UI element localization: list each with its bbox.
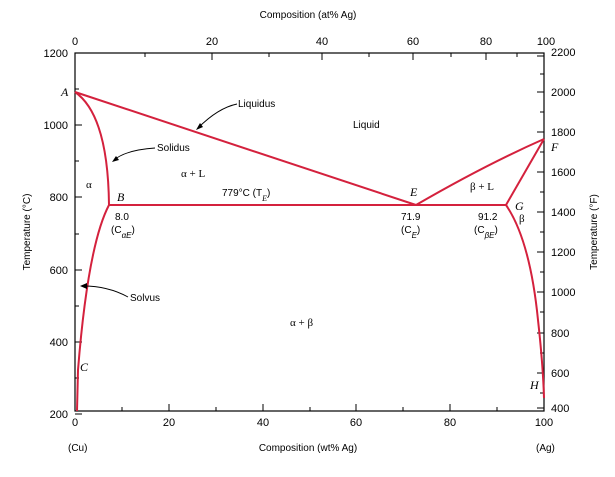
bottom-tick-label: 20 [163,417,175,429]
left-tick-label: 400 [50,337,68,349]
leader-arrowheads [80,123,203,289]
top-tick-label: 40 [316,36,328,48]
region-liquid-label: Liquid [353,120,380,131]
bottom-tick-label: 40 [257,417,269,429]
point-h-label: H [529,378,540,392]
right-tick-label: 1400 [551,207,575,219]
eutectic-temperature-label: 779°C (TE) [222,188,270,203]
liquidus-left-line [74,91,417,206]
top-tick-label: 20 [206,36,218,48]
top-tick-label: 100 [537,36,555,48]
solvus-left-curve [76,204,110,412]
top-axis-ticks [74,53,545,60]
bottom-tick-label: 80 [444,417,456,429]
solvus-right-curve [505,204,545,399]
ag-end-label: (Ag) [536,443,555,454]
point-e-label: E [409,185,418,199]
point-b-label: B [117,190,125,204]
left-tick-label: 1000 [44,120,68,132]
left-tick-label: 1200 [44,48,68,60]
e-composition-value: 71.9 [401,212,421,223]
right-tick-label: 1800 [551,127,575,139]
right-tick-label: 1000 [551,287,575,299]
right-tick-label: 1200 [551,247,575,259]
region-alpha-liquid-label: α + L [181,168,205,180]
solidus-left-curve [74,91,110,206]
right-axis-ticks [537,55,544,409]
top-tick-label: 0 [72,36,78,48]
solidus-label: Solidus [157,143,190,154]
b-composition-symbol: (CαE) [111,225,135,240]
point-c-label: C [80,360,89,374]
point-f-label: F [550,140,559,154]
right-tick-label: 400 [551,403,569,415]
right-tick-label: 600 [551,368,569,380]
region-alpha-label: α [86,179,92,191]
solvus-label: Solvus [130,293,160,304]
top-tick-label: 80 [480,36,492,48]
right-tick-label: 2200 [551,47,575,59]
right-tick-label: 2000 [551,87,575,99]
right-tick-label: 800 [551,328,569,340]
g-composition-value: 91.2 [478,212,498,223]
point-g-label: G [515,199,524,213]
bottom-tick-label: 0 [72,417,78,429]
phase-boundaries [74,91,545,412]
left-tick-label: 600 [50,265,68,277]
left-tick-label: 800 [50,192,68,204]
point-a-label: A [60,85,69,99]
region-beta-label: β [519,213,525,225]
right-tick-label: 1600 [551,167,575,179]
liquidus-right-line [415,138,545,206]
bottom-tick-label: 60 [350,417,362,429]
leader-lines [82,103,238,298]
bottom-axis-ticks [74,404,545,411]
solidus-right-line [505,138,545,206]
left-axis-ticks [75,52,82,415]
bottom-axis-title: Composition (wt% Ag) [259,443,357,454]
g-composition-symbol: (CβE) [474,225,498,240]
b-composition-value: 8.0 [115,212,129,223]
e-composition-symbol: (CE) [401,225,420,240]
left-tick-label: 200 [50,409,68,421]
cu-end-label: (Cu) [68,443,87,454]
bottom-tick-label: 100 [535,417,553,429]
top-axis-title: Composition (at% Ag) [260,10,357,21]
region-beta-liquid-label: β + L [470,181,494,193]
liquidus-label: Liquidus [238,99,275,110]
right-axis-title: Temperature (°F) [589,194,600,270]
top-tick-label: 60 [407,36,419,48]
region-alpha-beta-label: α + β [290,317,313,329]
left-axis-title: Temperature (°C) [22,194,33,271]
